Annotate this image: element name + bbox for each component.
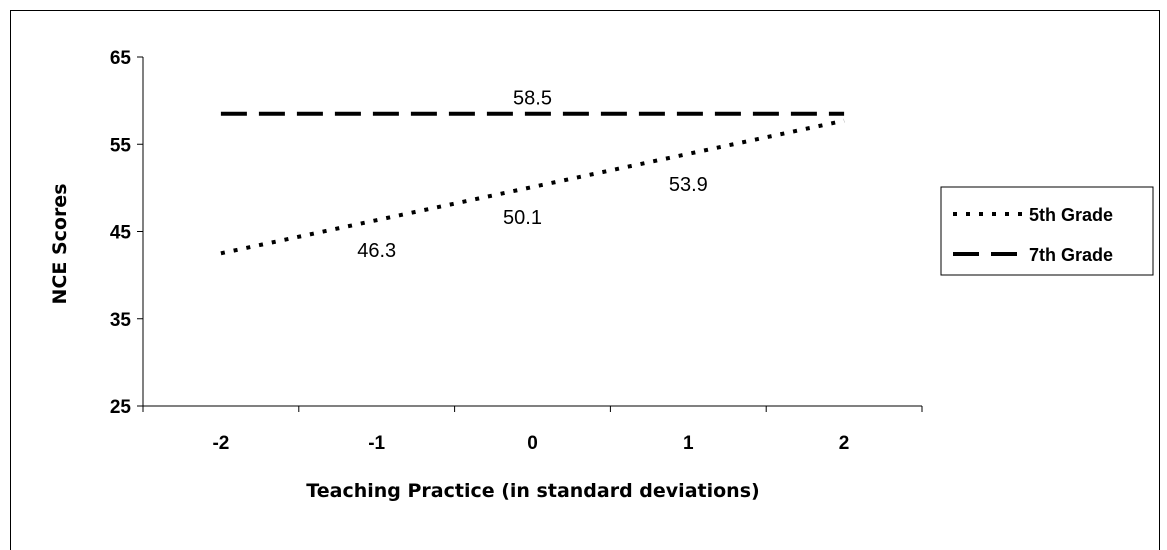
- y-tick-label: 25: [110, 397, 132, 418]
- y-axis-title: NCE Scores: [49, 183, 71, 304]
- chart-area: [10, 10, 1160, 550]
- legend-box: [940, 186, 1154, 276]
- series-layer: [220, 111, 845, 256]
- data-label: 58.5: [513, 88, 552, 110]
- data-label: 46.3: [357, 240, 396, 262]
- data-label: 50.1: [503, 207, 542, 229]
- series-line-5th-grade: [220, 118, 845, 256]
- data-label: 53.9: [669, 174, 708, 196]
- y-tick-label: 35: [110, 310, 132, 331]
- legend-label: 5th Grade: [1029, 205, 1113, 225]
- x-tick-label: -2: [212, 433, 229, 454]
- axes: 25 35 45 55 65 -2 -1 0 1 2: [110, 48, 923, 454]
- y-tick-label: 65: [110, 48, 132, 69]
- x-tick-label: 0: [527, 433, 538, 454]
- legend-label: 7th Grade: [1029, 245, 1113, 265]
- y-tick-label: 45: [110, 223, 132, 244]
- y-tick-label: 55: [110, 135, 132, 156]
- x-tick-label: 1: [683, 433, 694, 454]
- data-labels: 46.3 50.1 53.9 58.5: [357, 88, 708, 262]
- x-axis-title: Teaching Practice (in standard deviation…: [306, 480, 759, 502]
- x-tick-label: 2: [839, 433, 850, 454]
- x-tick-label: -1: [368, 433, 385, 454]
- legend: 5th Grade 7th Grade: [940, 186, 1154, 276]
